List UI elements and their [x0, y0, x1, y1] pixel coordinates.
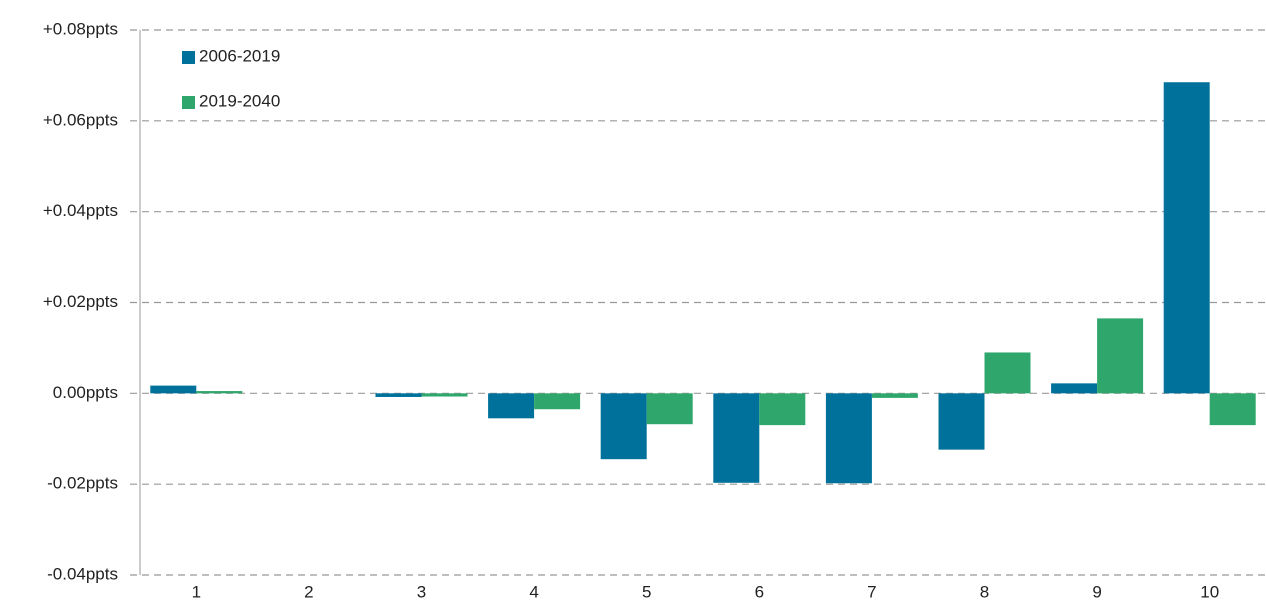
bar	[1051, 383, 1098, 394]
legend-swatch	[182, 96, 195, 109]
y-tick-label: 0.00ppts	[53, 383, 118, 402]
bar	[196, 391, 243, 394]
x-tick-label: 8	[980, 582, 989, 601]
bar	[713, 393, 760, 483]
x-tick-label: 6	[755, 582, 764, 601]
x-tick-label: 3	[417, 582, 426, 601]
bar	[1209, 393, 1256, 426]
bar	[1163, 82, 1210, 394]
x-tick-label: 1	[192, 582, 201, 601]
bar	[984, 352, 1031, 394]
y-tick-label: +0.08ppts	[43, 19, 118, 38]
x-tick-label: 2	[304, 582, 313, 601]
y-tick-label: +0.06ppts	[43, 110, 118, 129]
bar	[421, 393, 468, 397]
bar	[871, 393, 918, 398]
bar	[646, 393, 693, 425]
bar	[1097, 318, 1144, 394]
y-tick-label: +0.02ppts	[43, 292, 118, 311]
x-tick-label: 10	[1200, 582, 1219, 601]
x-tick-label: 9	[1092, 582, 1101, 601]
x-tick-label: 5	[642, 582, 651, 601]
bar	[534, 393, 581, 410]
x-tick-label: 7	[867, 582, 876, 601]
bar	[488, 393, 535, 419]
legend-label: 2019-2040	[199, 91, 280, 110]
y-tick-label: +0.04ppts	[43, 201, 118, 220]
legend-swatch	[182, 51, 195, 64]
bar	[375, 393, 422, 397]
y-tick-label: -0.04ppts	[47, 564, 118, 583]
bar	[825, 393, 872, 484]
y-tick-label: -0.02ppts	[47, 474, 118, 493]
legend-label: 2006-2019	[199, 46, 280, 65]
bar	[759, 393, 806, 426]
bar	[150, 385, 197, 394]
x-tick-label: 4	[529, 582, 538, 601]
bar	[938, 393, 985, 450]
bar	[600, 393, 647, 460]
